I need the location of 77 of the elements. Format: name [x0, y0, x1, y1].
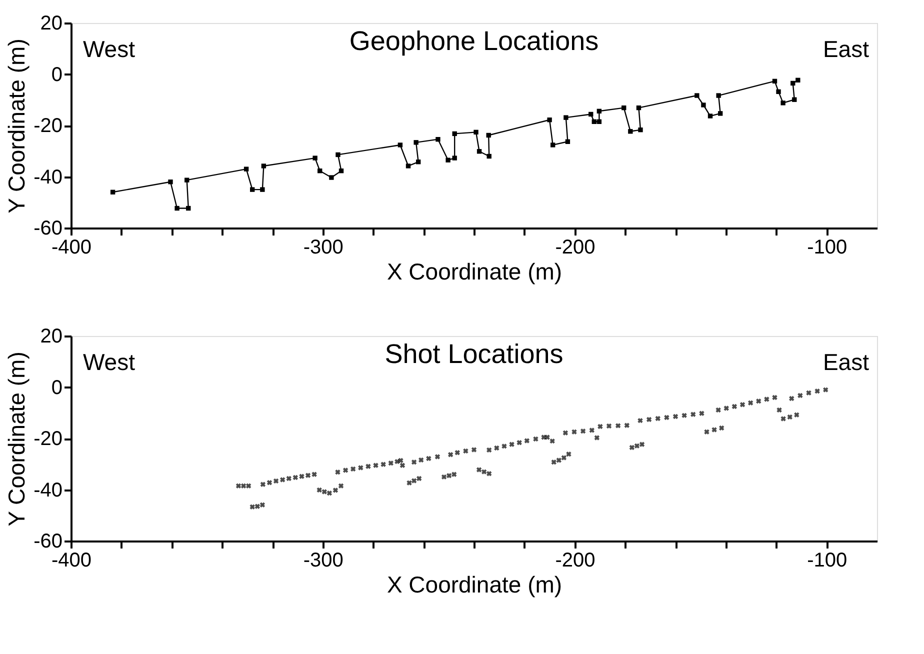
- point: [636, 105, 642, 110]
- annotation: West: [83, 36, 136, 62]
- point: [476, 149, 482, 154]
- y-tick-label: -40: [34, 479, 62, 502]
- x-tick-label: -100: [807, 550, 848, 572]
- point: [312, 156, 318, 160]
- point: [398, 142, 403, 148]
- point: [338, 168, 344, 174]
- y-tick-label: 0: [51, 64, 62, 86]
- y-axis-title: Y Coordinate (m): [4, 38, 30, 214]
- point: [796, 78, 800, 82]
- x-tick-label: -400: [51, 550, 92, 572]
- x-axis-title: X Coordinate (m): [386, 258, 562, 284]
- x-tick-label: -400: [51, 236, 92, 258]
- point: [250, 187, 255, 192]
- point: [414, 140, 418, 145]
- y-tick-label: 20: [40, 326, 62, 348]
- point: [718, 111, 723, 116]
- annotation: West: [83, 349, 136, 375]
- x-tick-label: -300: [303, 236, 344, 258]
- x-tick-label: -200: [555, 550, 596, 572]
- point: [588, 112, 594, 117]
- annotation: East: [822, 349, 870, 375]
- point: [260, 187, 265, 192]
- point: [474, 130, 478, 135]
- point: [701, 102, 706, 108]
- point: [186, 206, 191, 211]
- x-tick-label: -100: [807, 236, 848, 258]
- point: [452, 156, 457, 160]
- chart-title: Shot Locations: [384, 339, 564, 369]
- point: [318, 168, 322, 174]
- x-tick-label: -300: [303, 550, 344, 572]
- point: [628, 129, 633, 134]
- y-tick-label: 0: [51, 376, 62, 399]
- point: [452, 131, 457, 136]
- y-tick-label: 20: [40, 12, 62, 34]
- point: [446, 158, 450, 162]
- point: [792, 97, 797, 102]
- point: [592, 119, 596, 124]
- point: [708, 114, 713, 118]
- point: [406, 164, 411, 168]
- point: [596, 108, 602, 114]
- point: [790, 80, 796, 86]
- y-tick-label: -20: [34, 115, 62, 137]
- y-tick-label: -60: [34, 530, 62, 552]
- point: [110, 190, 116, 194]
- point: [261, 164, 266, 168]
- y-tick-label: -40: [34, 166, 62, 188]
- point: [184, 178, 190, 182]
- point: [436, 136, 440, 142]
- point: [486, 132, 491, 138]
- point: [564, 115, 568, 120]
- point: [244, 166, 249, 172]
- point: [329, 175, 334, 180]
- point: [336, 152, 340, 158]
- point: [416, 160, 421, 164]
- point: [622, 105, 626, 110]
- point: [638, 128, 643, 132]
- chart-title: Geophone Locations: [349, 26, 599, 56]
- point: [547, 118, 552, 122]
- point: [772, 78, 778, 84]
- annotation: East: [822, 36, 870, 62]
- point: [780, 100, 786, 106]
- y-tick-label: -20: [34, 428, 62, 450]
- point: [694, 93, 700, 98]
- point: [565, 139, 570, 144]
- point: [168, 180, 173, 184]
- point: [596, 119, 602, 124]
- y-tick-label: -60: [34, 218, 62, 240]
- point: [550, 142, 556, 148]
- y-axis-title: Y Coordinate (m): [4, 352, 30, 526]
- x-axis-title: X Coordinate (m): [386, 572, 562, 598]
- point: [174, 206, 180, 211]
- point: [716, 93, 721, 98]
- x-tick-label: -200: [555, 236, 596, 258]
- point: [486, 154, 492, 159]
- point: [776, 89, 781, 94]
